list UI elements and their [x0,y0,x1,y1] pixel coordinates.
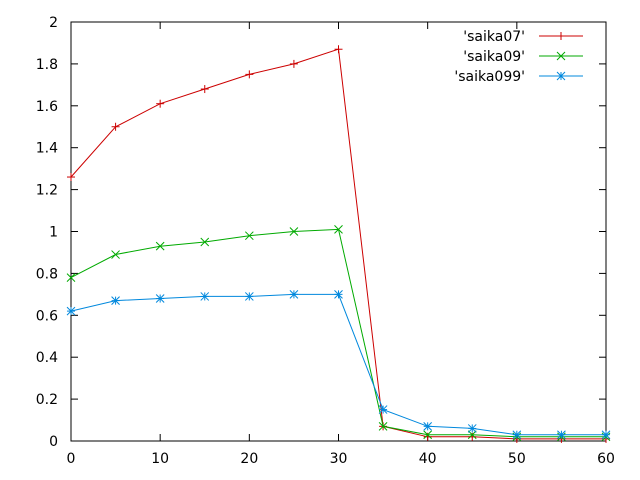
data-point [467,430,477,440]
data-point-stroke [244,231,254,241]
data-point [200,85,209,94]
data-point-stroke [378,421,388,431]
legend-label: 'saika09' [463,49,525,65]
data-point-stroke [244,292,254,301]
data-point [66,306,76,316]
data-point [601,430,611,440]
series-group [67,45,610,443]
data-point [289,289,299,299]
series-group [66,289,611,440]
plot-axes: 0 10 20 30 40 50 60 0 0.2 0.4 0.6 0.8 1 1.2 1.4 1.6 1.8 2 [36,15,615,467]
data-point [200,237,210,247]
data-point-stroke [512,430,522,440]
data-point [245,70,254,79]
y-tick-label: 0.8 [36,266,58,282]
x-tick-label: 20 [240,451,258,467]
series-line [70,293,606,436]
data-point-stroke [423,421,433,431]
y-tick-label: 0 [49,434,58,450]
data-point-stroke [66,273,76,282]
data-point-stroke [200,292,210,301]
y-tick-label: 0.4 [36,350,58,366]
y-tick-label: 1 [49,225,58,241]
data-point-stroke [467,430,477,440]
x-tick-label: 50 [508,451,526,467]
data-point [423,430,433,440]
data-point-stroke [66,306,76,316]
y-tick-label: 0.6 [36,308,58,324]
data-point-stroke [601,430,611,440]
data-point [244,292,254,301]
data-point [334,45,343,54]
legend-label: 'saika099' [454,69,525,85]
series-line [70,48,606,440]
data-point [423,421,433,431]
legend-marker [557,32,565,40]
data-point-stroke [556,51,566,61]
data-point [378,421,388,431]
x-tick-label: 10 [151,451,169,467]
x-tick-label: 0 [67,451,76,467]
data-point-stroke [200,237,210,247]
data-point-stroke [155,294,165,303]
data-point [244,231,254,241]
data-point-stroke [289,289,299,299]
data-point [512,430,522,440]
y-tick-label: 2 [49,15,58,31]
chart-legend: 'saika07' 'saika09' 'saika099' [454,29,583,85]
data-point [467,424,477,433]
series-line [70,228,606,438]
data-point [334,225,343,234]
data-point [200,292,210,301]
legend-label: 'saika07' [463,29,525,45]
y-tick-label: 1.2 [36,183,58,199]
data-point-stroke [556,71,566,81]
legend-marker [556,71,566,81]
data-point [557,430,566,440]
data-point [378,405,388,414]
plot-series [66,45,611,443]
data-point [111,296,120,305]
data-point [155,241,165,251]
y-tick-label: 0.2 [36,392,58,408]
data-point-stroke [557,430,566,440]
data-point [334,289,343,299]
y-tick-label: 1.4 [36,141,58,157]
data-point [66,273,76,282]
data-point-stroke [111,296,120,305]
series-group [66,225,611,442]
data-point-stroke [467,424,477,433]
data-point [111,122,120,131]
data-point-stroke [289,227,299,236]
data-point-stroke [334,225,343,234]
data-point-stroke [423,430,433,440]
data-point-stroke [334,289,343,299]
legend-marker [556,51,566,61]
data-point-stroke [378,405,388,414]
y-tick-label: 1.6 [36,99,58,115]
data-point-stroke [111,250,120,259]
data-point-stroke [155,241,165,251]
x-tick-label: 40 [419,451,437,467]
data-point [67,173,75,182]
x-tick-label: 30 [330,451,348,467]
data-point [156,99,165,108]
data-point [289,59,298,68]
x-tick-label: 60 [597,451,615,467]
data-point [289,227,299,236]
data-point [155,294,165,303]
data-point [111,250,120,259]
y-tick-label: 1.8 [36,57,58,73]
